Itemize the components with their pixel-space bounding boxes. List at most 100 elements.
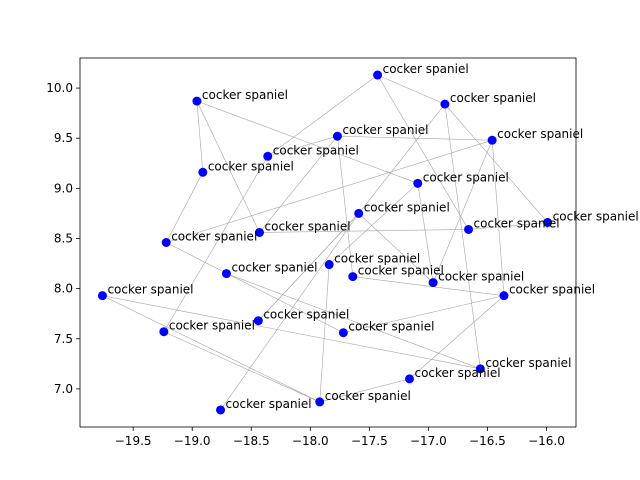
x-tick-label: −18.0 <box>292 434 329 448</box>
point-label: cocker spaniel <box>263 308 349 322</box>
point-label: cocker spaniel <box>273 143 359 157</box>
y-tick-label: 8.5 <box>54 231 73 245</box>
y-tick-label: 9.5 <box>54 131 73 145</box>
edge-line <box>444 104 481 369</box>
point-label: cocker spaniel <box>202 88 288 102</box>
edge-line <box>196 100 418 184</box>
data-point <box>464 224 474 234</box>
edge-line <box>258 213 359 321</box>
point-label: cocker spaniel <box>497 127 583 141</box>
data-point <box>373 70 383 80</box>
point-label: cocker spaniel <box>325 389 411 403</box>
point-label: cocker spaniel <box>438 270 524 284</box>
edge-line <box>165 172 204 243</box>
edge-line <box>377 74 469 230</box>
point-label: cocker spaniel <box>169 319 255 333</box>
point-label: cocker spaniel <box>171 230 257 244</box>
edge-line <box>432 140 493 283</box>
point-label: cocker spaniel <box>334 252 420 266</box>
edges-layer <box>102 74 548 411</box>
point-label: cocker spaniel <box>414 366 500 380</box>
point-label: cocker spaniel <box>553 209 639 223</box>
data-point <box>221 269 231 279</box>
edge-line <box>491 140 505 296</box>
point-label: cocker spaniel <box>348 320 434 334</box>
point-label: cocker spaniel <box>423 170 509 184</box>
data-point <box>543 217 553 227</box>
data-point <box>159 327 169 337</box>
edge-line <box>226 273 481 370</box>
edge-line <box>358 103 446 214</box>
point-label: cocker spaniel <box>226 397 312 411</box>
plot-area-frame <box>79 57 577 428</box>
data-point <box>332 131 342 141</box>
data-point <box>413 178 423 188</box>
edge-line <box>319 378 410 403</box>
point-label: cocker spaniel <box>364 200 450 214</box>
data-point <box>263 151 273 161</box>
edge-line <box>166 139 493 243</box>
y-tick-label: 10.0 <box>46 81 73 95</box>
data-point <box>354 208 364 218</box>
edge-line <box>444 103 548 223</box>
point-label: cocker spaniel <box>509 283 595 297</box>
data-point <box>404 374 414 384</box>
data-point <box>338 328 348 338</box>
data-point <box>475 364 485 374</box>
point-label: cocker spaniel <box>231 261 317 275</box>
y-tick-label: 8.0 <box>54 282 73 296</box>
point-label: cocker spaniel <box>107 283 193 297</box>
data-point <box>499 291 509 301</box>
x-tick-label: −16.5 <box>469 434 506 448</box>
x-tick-label: −16.0 <box>528 434 565 448</box>
x-tick-label: −19.0 <box>174 434 211 448</box>
data-point <box>192 96 202 106</box>
edge-line <box>259 136 338 233</box>
edge-line <box>102 295 481 370</box>
edge-line <box>102 295 320 403</box>
data-point <box>216 405 226 415</box>
y-tick-label: 9.0 <box>54 181 73 195</box>
data-point <box>440 99 450 109</box>
points-layer <box>97 70 553 415</box>
edge-line <box>328 183 418 265</box>
edge-line <box>337 136 354 277</box>
y-tick-label: 7.0 <box>54 382 73 396</box>
edge-line <box>259 229 469 233</box>
point-label: cocker spaniel <box>342 123 428 137</box>
x-tick-label: −17.5 <box>351 434 388 448</box>
edge-line <box>319 264 330 402</box>
x-tick-label: −19.5 <box>115 434 152 448</box>
edge-line <box>220 213 359 411</box>
data-point <box>348 272 358 282</box>
y-axis: 7.0 7.5 8.0 8.5 9.0 9.5 10.0 <box>46 81 80 396</box>
data-point <box>253 316 263 326</box>
edge-line <box>409 295 505 380</box>
point-label: cocker spaniel <box>265 219 351 233</box>
edge-line <box>163 156 269 332</box>
point-label: cocker spaniel <box>474 216 560 230</box>
edge-line <box>468 222 548 230</box>
point-label: cocker spaniel <box>383 62 469 76</box>
data-point <box>487 135 497 145</box>
data-point <box>428 278 438 288</box>
data-point <box>161 238 171 247</box>
point-label: cocker spaniel <box>450 91 536 105</box>
edge-line <box>343 295 505 334</box>
edge-line <box>377 74 446 105</box>
edge-line <box>196 101 204 173</box>
y-tick-label: 7.5 <box>54 332 73 346</box>
point-label: cocker spaniel <box>485 356 571 370</box>
point-label: cocker spaniel <box>358 264 444 278</box>
edge-line <box>417 183 434 283</box>
x-tick-label: −18.5 <box>233 434 270 448</box>
edge-line <box>358 213 434 283</box>
x-tick-label: −17.0 <box>410 434 447 448</box>
edge-line <box>352 276 504 296</box>
edge-line <box>166 242 344 334</box>
edge-line <box>267 74 378 157</box>
data-point <box>315 397 325 407</box>
